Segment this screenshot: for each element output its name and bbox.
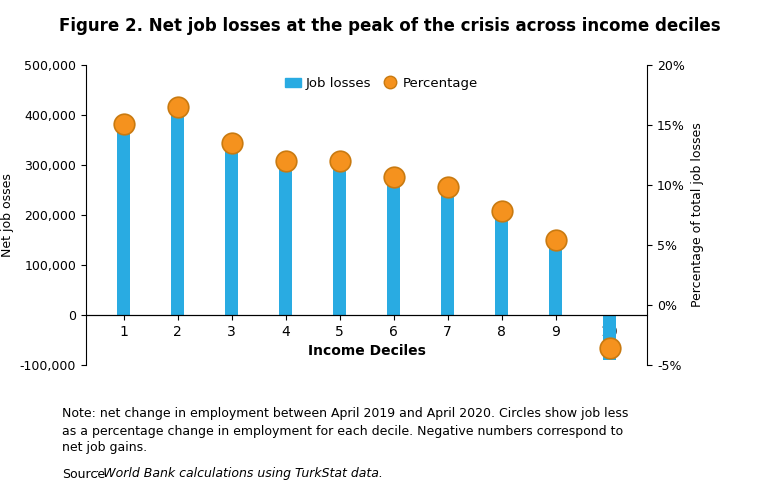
Point <box>549 236 562 244</box>
X-axis label: Income Deciles: Income Deciles <box>307 344 426 358</box>
Bar <box>333 158 346 315</box>
Text: Note: net change in employment between April 2019 and April 2020. Circles show j: Note: net change in employment between A… <box>62 408 629 455</box>
Point <box>225 139 238 147</box>
Bar <box>441 190 455 315</box>
Text: Source: Source <box>62 468 105 480</box>
Point <box>388 172 400 180</box>
Bar <box>117 120 130 315</box>
Point <box>279 157 292 165</box>
Bar <box>279 160 292 315</box>
Legend: Job losses, Percentage: Job losses, Percentage <box>279 72 484 95</box>
Bar <box>225 140 239 315</box>
Bar <box>495 218 509 315</box>
Point <box>604 344 616 352</box>
Bar <box>603 315 616 360</box>
Text: : World Bank calculations using TurkStat data.: : World Bank calculations using TurkStat… <box>95 468 383 480</box>
Point <box>117 120 129 128</box>
Point <box>172 103 184 111</box>
Y-axis label: Net job osses: Net job osses <box>1 173 14 257</box>
Bar <box>549 245 562 315</box>
Point <box>333 157 346 165</box>
Y-axis label: Percentage of total job losses: Percentage of total job losses <box>690 122 704 308</box>
Bar <box>171 105 184 315</box>
Point <box>441 184 454 192</box>
Bar <box>387 175 400 315</box>
Text: Figure 2. Net job losses at the peak of the crisis across income deciles: Figure 2. Net job losses at the peak of … <box>59 17 721 35</box>
Point <box>495 208 508 216</box>
